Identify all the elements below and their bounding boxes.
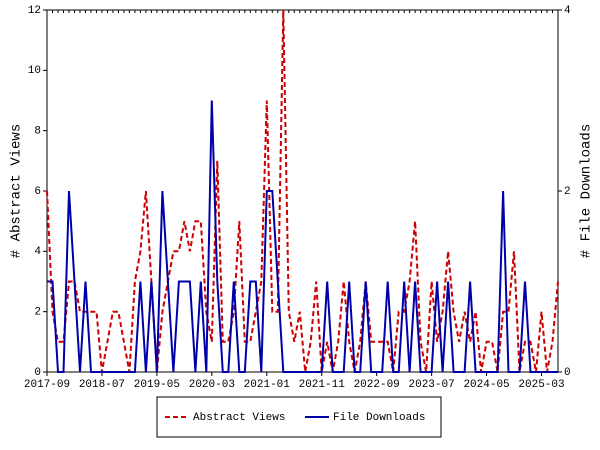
y-tick-label: 10 xyxy=(28,65,41,77)
legend-box xyxy=(156,396,442,438)
x-tick-label: 2021-11 xyxy=(299,379,346,391)
legend-label: Abstract Views xyxy=(193,412,285,424)
x-tick-label: 2022-09 xyxy=(354,379,400,391)
y-tick-label: 12 xyxy=(28,5,41,17)
y2-tick-label: 2 xyxy=(564,186,571,198)
series-line xyxy=(47,100,558,373)
x-tick-label: 2017-09 xyxy=(24,379,70,391)
x-tick-label: 2023-07 xyxy=(409,379,455,391)
y2-tick-label: 0 xyxy=(564,367,571,379)
plot-frame xyxy=(46,9,559,373)
y-tick-label: 8 xyxy=(34,126,41,138)
y-tick-label: 4 xyxy=(34,246,41,258)
x-tick-label: 2025-03 xyxy=(518,379,564,391)
y2-tick-label: 4 xyxy=(564,5,571,17)
series-line xyxy=(46,9,559,373)
x-tick-label: 2020-03 xyxy=(189,379,235,391)
x-tick-label: 2024-05 xyxy=(463,379,509,391)
y-tick-label: 6 xyxy=(34,186,41,198)
x-tick-label: 2021-01 xyxy=(244,379,291,391)
legend-label: File Downloads xyxy=(333,412,425,424)
y2-axis-title: # File Downloads xyxy=(579,124,595,258)
x-tick-label: 2019-05 xyxy=(134,379,180,391)
x-tick-label: 2018-07 xyxy=(79,379,125,391)
y-tick-label: 2 xyxy=(34,307,41,319)
y-tick-label: 0 xyxy=(34,367,41,379)
y-axis-title: # Abstract Views xyxy=(9,124,25,258)
